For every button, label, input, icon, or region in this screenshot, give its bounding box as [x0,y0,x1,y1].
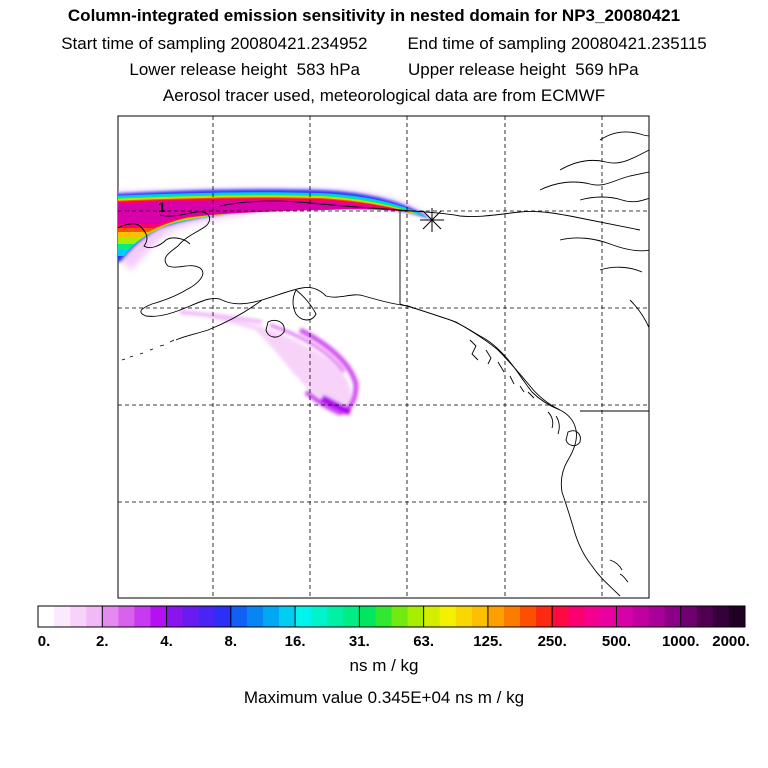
colorbar-cell [295,606,312,627]
colorbar-tick-label: 500. [601,633,632,650]
start-time-value: 20080421.234952 [230,34,368,53]
tracer-info: Aerosol tracer used, meteorological data… [162,86,606,105]
release-point-asterisk-icon [420,208,444,232]
max-units: ns m / kg [455,688,525,707]
colorbar-tick-label: 4. [160,633,173,650]
colorbar-cell [375,606,392,627]
maximum-value: Maximum value 0.345E+04 ns m / kg [0,688,768,708]
colorbar-cell [680,606,698,627]
colorbar-cell [487,606,505,627]
sensitivity-plume-south [179,310,359,416]
colorbar-cell [102,606,119,627]
map-frame [117,115,650,599]
colorbar-cell [230,606,248,627]
colorbar-cell [86,606,103,627]
colorbar-cell [664,606,682,627]
colorbar-cell [134,606,151,627]
colorbar-cell [118,606,135,627]
max-label: Maximum value [243,688,363,707]
colorbar-cell [70,606,87,627]
colorbar-tick-label: 8. [224,633,238,650]
colorbar-tick-label: 250. [537,633,567,650]
colorbar-cell [198,606,216,627]
colorbar-cell [712,606,730,627]
colorbar-cell [327,606,344,627]
colorbar-tick-label: 63. [413,633,435,650]
colorbar-border [37,605,746,628]
colorbar-tick-label: 0. [37,633,51,650]
colorbar-cell [423,606,441,627]
colorbar-units: ns m / kg [349,656,419,675]
colorbar-cell [455,606,473,627]
colorbar-tick-label: 1000. [661,633,700,650]
colorbar-cell [503,606,521,627]
colorbar-cell [262,606,280,627]
colorbar-cell [54,606,71,627]
plot-title: Column-integrated emission sensitivity i… [67,6,681,25]
political-boundaries [399,212,649,412]
colorbar-tick-label: 16. [284,633,306,650]
colorbar-cell [246,606,264,627]
colorbar [37,605,746,628]
colorbar-cell [568,606,585,627]
colorbar-tick-label: 125. [473,633,503,650]
release-label: 1 [158,199,166,215]
graticule [118,116,649,598]
colorbar-cell [407,606,425,627]
start-time-label: Start time of sampling [61,34,226,53]
colorbar-cell [391,606,409,627]
colorbar-cell [166,606,184,627]
upper-height-label: Upper release height [408,60,566,79]
colorbar-tick-label: 2. [96,633,109,650]
colorbar-cell [728,606,746,627]
colorbar-cell [439,606,457,627]
lower-height-value: 583 hPa [296,60,360,79]
coastlines [118,131,649,597]
release-heights: Lower release height 583 hPa Upper releas… [0,60,768,80]
lower-height-label: Lower release height [129,60,288,79]
colorbar-cell [311,606,328,627]
colorbar-cell [182,606,200,627]
colorbar-cell [471,606,489,627]
colorbar-cell [38,606,55,627]
end-time-value: 20080421.235115 [570,34,707,53]
colorbar-cell [279,606,296,627]
colorbar-cell [536,606,553,627]
colorbar-tick-label: 31. [348,633,370,650]
colorbar-cell [696,606,714,627]
colorbar-cell [584,606,601,627]
colorbar-cell [552,606,569,627]
colorbar-cell [343,606,360,627]
upper-height-value: 569 hPa [575,60,639,79]
colorbar-cell [520,606,537,627]
colorbar-cell [632,606,650,627]
sampling-times: Start time of sampling 20080421.234952 En… [0,34,768,54]
max-value: 0.345E+04 [367,688,451,707]
colorbar-cell [214,606,232,627]
colorbar-cell [150,606,168,627]
colorbar-tick-label: 2000. [712,633,750,650]
colorbar-cell [616,606,634,627]
end-time-label: End time of sampling [407,34,567,53]
colorbar-cell [648,606,666,627]
colorbar-cell [359,606,376,627]
colorbar-cell [600,606,617,627]
